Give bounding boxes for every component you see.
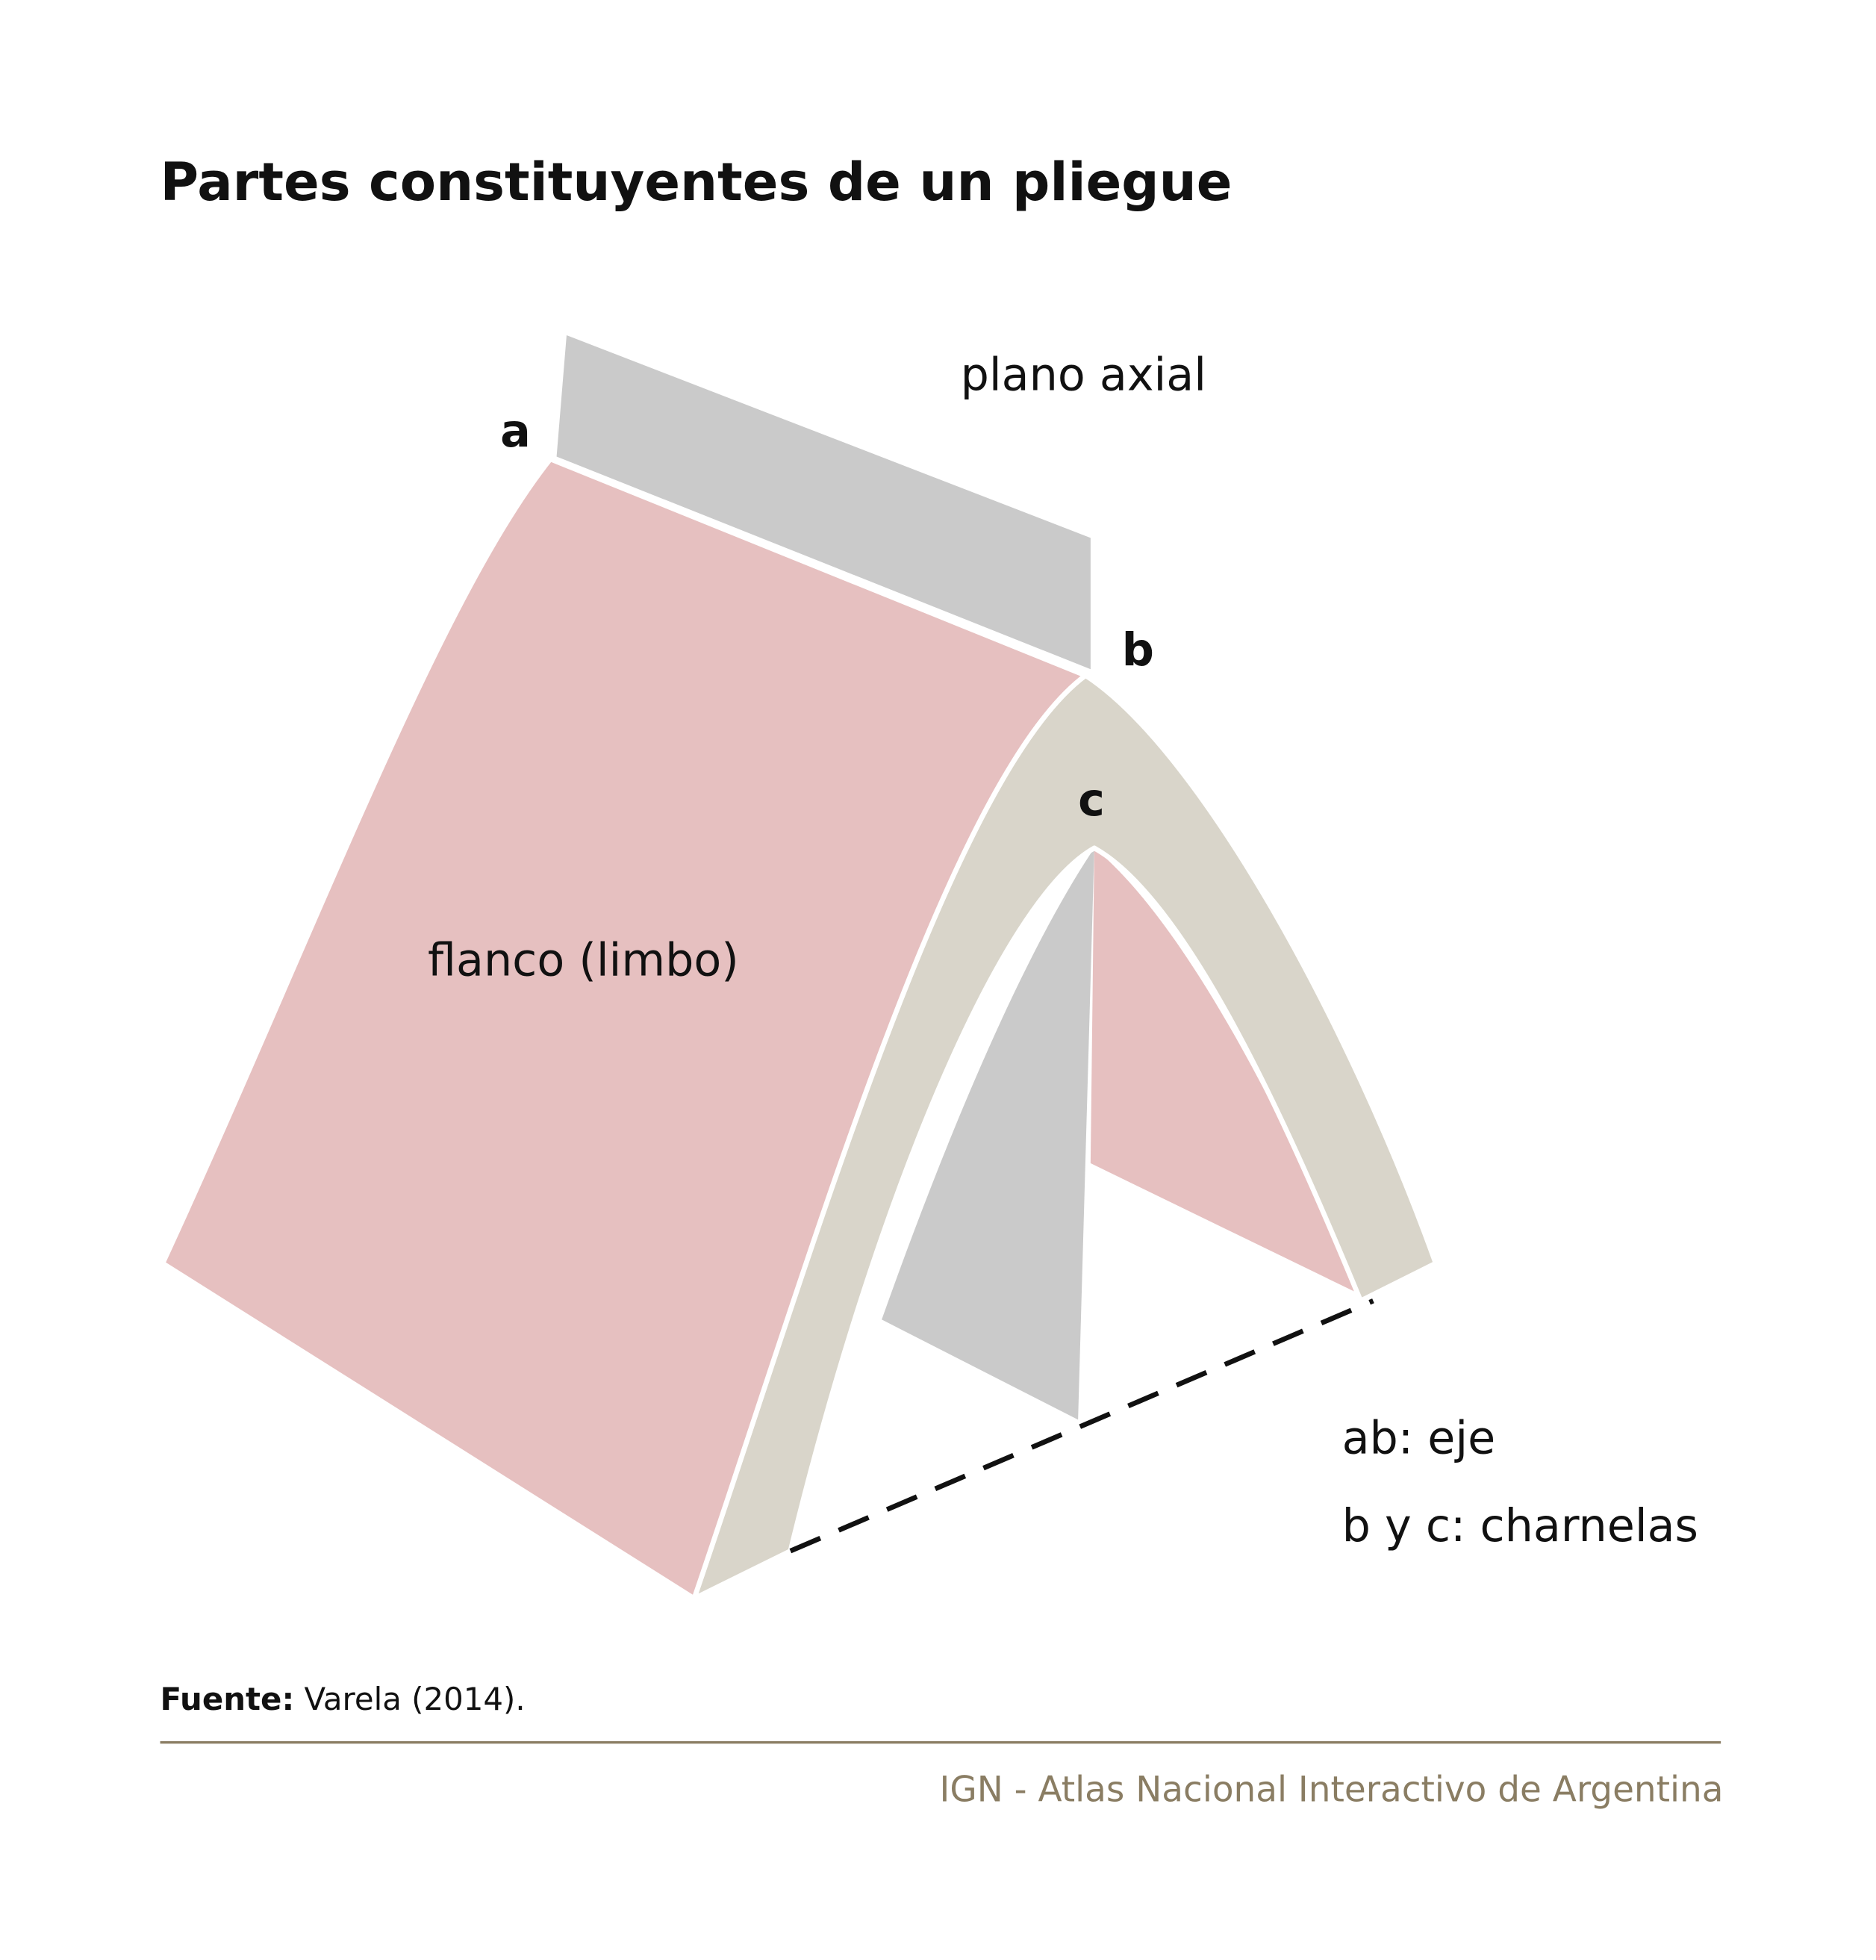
label-axial-plane: plano axial — [961, 349, 1206, 402]
footer: IGN - Atlas Nacional Interactivo de Arge… — [940, 1769, 1724, 1810]
legend-item: b y c: charnelas — [1342, 1500, 1698, 1552]
label-limb: flanco (limbo) — [428, 935, 739, 987]
axial-plane-inner — [882, 847, 1094, 1420]
source: Fuente: Varela (2014). — [161, 1681, 526, 1717]
source-label: Fuente: — [161, 1681, 295, 1717]
label-b: b — [1122, 624, 1154, 676]
title: Partes constituyentes de un pliegue — [161, 152, 1233, 213]
label-c: c — [1078, 774, 1105, 827]
limb-back — [1090, 847, 1361, 1295]
dashed-line — [789, 1298, 1374, 1554]
limb-front — [160, 456, 1088, 1602]
label-a: a — [500, 405, 531, 458]
legend-item: ab: eje — [1342, 1413, 1496, 1465]
axial-plane — [556, 335, 1091, 670]
source-text: Varela (2014). — [304, 1681, 525, 1717]
